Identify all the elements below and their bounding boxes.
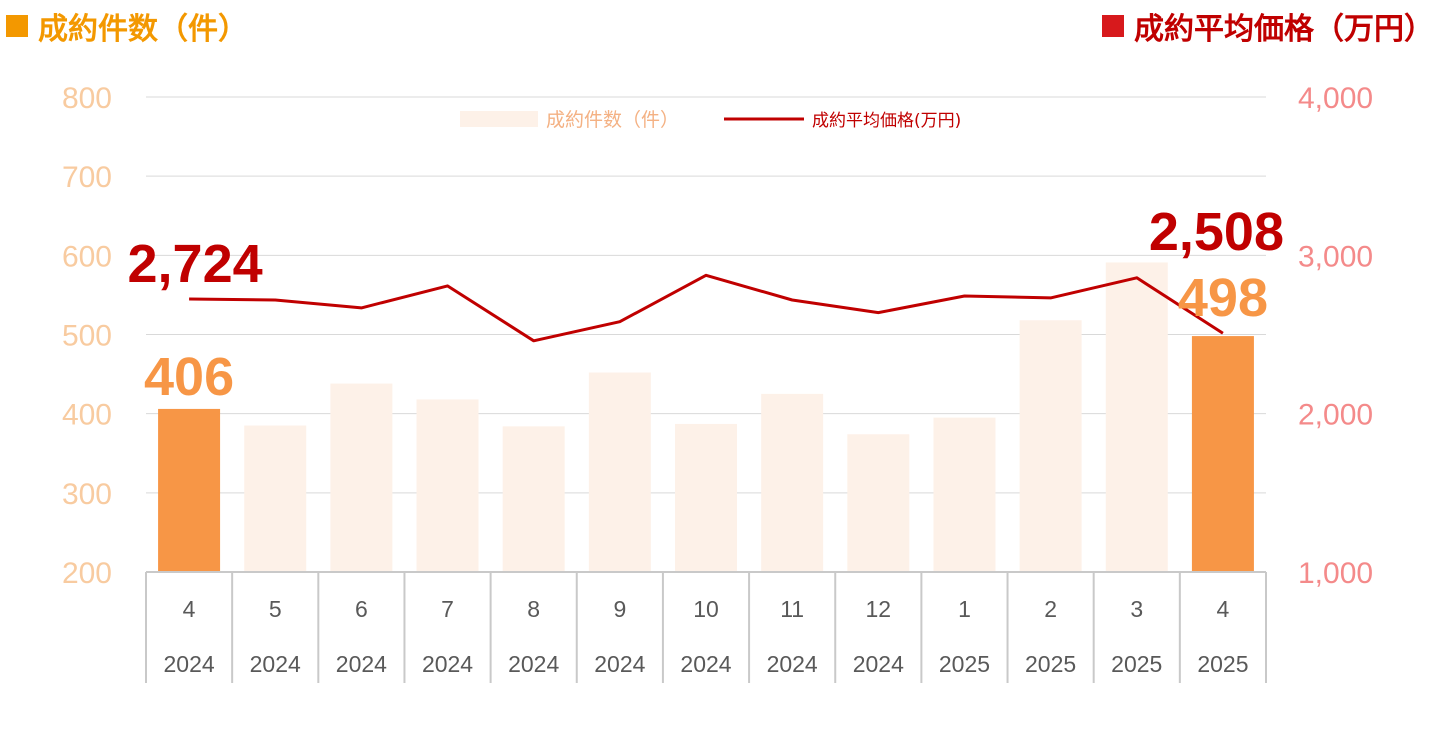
- right-tick-label: 4,000: [1298, 82, 1373, 115]
- right-tick-label: 2,000: [1298, 399, 1373, 432]
- right-axis-title: 成約平均価格（万円）: [1102, 4, 1434, 48]
- x-month-label: 7: [441, 596, 454, 622]
- x-year-label: 2024: [508, 651, 559, 677]
- x-year-label: 2024: [853, 651, 904, 677]
- price-line: [189, 273, 1224, 343]
- x-year-label: 2025: [1025, 651, 1076, 677]
- right-axis-title-text: 成約平均価格（万円）: [1134, 12, 1434, 47]
- x-year-label: 2024: [336, 651, 387, 677]
- bar: [933, 417, 996, 572]
- x-month-label: 8: [527, 596, 540, 622]
- data-label: 498: [1178, 268, 1268, 328]
- x-year-label: 2024: [250, 651, 301, 677]
- left-tick-label: 700: [62, 161, 112, 194]
- legend: 成約件数（件） 成約平均価格(万円): [460, 109, 961, 131]
- x-month-label: 12: [866, 596, 892, 622]
- x-month-label: 5: [269, 596, 282, 622]
- legend-bar-label: 成約件数（件）: [546, 109, 679, 131]
- x-month-label: 10: [693, 596, 719, 622]
- x-month-label: 1: [958, 596, 971, 622]
- x-month-label: 4: [1217, 596, 1230, 622]
- bar: [158, 408, 221, 572]
- x-month-label: 3: [1130, 596, 1143, 622]
- legend-bar-swatch: [460, 111, 538, 127]
- x-month-label: 4: [183, 596, 196, 622]
- left-tick-label: 400: [62, 399, 112, 432]
- x-month-label: 2: [1044, 596, 1057, 622]
- legend-line-label: 成約平均価格(万円): [812, 111, 961, 131]
- bar: [1019, 320, 1082, 572]
- price-series-line: [189, 273, 1224, 343]
- x-year-label: 2024: [594, 651, 645, 677]
- x-month-label: 9: [613, 596, 626, 622]
- x-year-label: 2024: [163, 651, 214, 677]
- bar: [1191, 336, 1254, 572]
- bar: [761, 393, 824, 572]
- bar: [675, 423, 737, 572]
- bar: [847, 434, 910, 572]
- bar: [502, 426, 565, 572]
- x-year-label: 2025: [939, 651, 990, 677]
- bar: [244, 425, 307, 572]
- data-label: 2,508: [1149, 202, 1284, 262]
- bars: [158, 262, 1254, 572]
- left-axis-title-text: 成約件数（件）: [38, 12, 248, 47]
- data-label: 406: [144, 347, 234, 407]
- bar: [330, 383, 393, 572]
- x-year-label: 2024: [422, 651, 473, 677]
- left-tick-label: 200: [62, 557, 112, 590]
- bar: [588, 372, 651, 572]
- right-tick-label: 1,000: [1298, 557, 1373, 590]
- red-square-icon: [1102, 15, 1124, 37]
- right-tick-label: 3,000: [1298, 240, 1373, 273]
- left-axis-title: 成約件数（件）: [6, 4, 248, 48]
- x-month-label: 11: [780, 596, 804, 622]
- bar: [1105, 262, 1168, 572]
- x-year-label: 2025: [1197, 651, 1248, 677]
- left-tick-label: 800: [62, 82, 112, 115]
- data-label: 2,724: [128, 234, 263, 294]
- axes: 200 300 400 500 600 700 800 1,000 2,000 3,000 4,00…: [62, 82, 1373, 683]
- x-month-label: 6: [355, 596, 368, 622]
- x-year-label: 2025: [1111, 651, 1162, 677]
- left-tick-label: 600: [62, 240, 112, 273]
- x-year-label: 2024: [767, 651, 818, 677]
- x-year-label: 2024: [680, 651, 731, 677]
- bar: [416, 399, 479, 572]
- orange-square-icon: [6, 15, 28, 37]
- left-tick-label: 300: [62, 478, 112, 511]
- left-tick-label: 500: [62, 320, 112, 353]
